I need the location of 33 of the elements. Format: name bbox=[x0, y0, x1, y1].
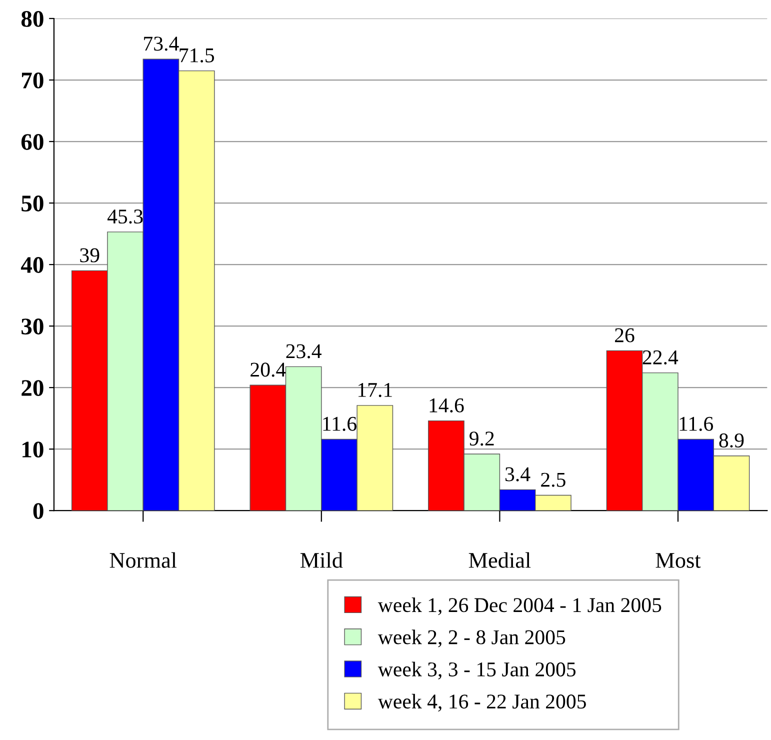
y-tick-label: 70 bbox=[22, 72, 44, 88]
data-label: 20.4 bbox=[250, 362, 286, 377]
legend-label: week 1, 26 Dec 2004 - 1 Jan 2005 bbox=[378, 597, 662, 616]
data-label: 17.1 bbox=[358, 383, 392, 398]
data-label: 23.4 bbox=[286, 344, 322, 358]
data-label: 8.9 bbox=[719, 433, 744, 448]
data-label: 11.6 bbox=[680, 416, 714, 431]
legend-label: week 4, 16 - 22 Jan 2005 bbox=[378, 694, 586, 712]
data-label: 11.6 bbox=[323, 416, 356, 431]
x-tick-label: Most bbox=[656, 553, 701, 568]
y-tick-label: 30 bbox=[22, 318, 44, 334]
y-tick-label: 60 bbox=[21, 134, 44, 150]
data-label: 45.3 bbox=[107, 210, 143, 224]
y-tick-label: 40 bbox=[20, 257, 44, 273]
data-label: 22.4 bbox=[642, 350, 678, 365]
data-label: 3.4 bbox=[506, 467, 530, 482]
y-tick-label: 20 bbox=[22, 380, 44, 396]
data-label: 73.4 bbox=[144, 36, 179, 51]
data-label: 26 bbox=[615, 328, 634, 342]
data-label: 71.5 bbox=[180, 48, 214, 62]
x-tick-label: Normal bbox=[110, 552, 177, 568]
y-tick-label: 80 bbox=[21, 10, 44, 27]
y-tick-label: 0 bbox=[33, 503, 44, 520]
data-label: 9.2 bbox=[470, 432, 494, 446]
y-tick-label: 10 bbox=[22, 442, 44, 458]
data-label: 2.5 bbox=[541, 472, 566, 487]
x-tick-label: Medial bbox=[468, 552, 531, 568]
data-label: 39 bbox=[80, 248, 100, 262]
legend-label: week 3, 3 - 15 Jan 2005 bbox=[378, 662, 576, 680]
legend-label: week 2, 2 - 8 Jan 2005 bbox=[378, 630, 566, 648]
x-tick-label: Mild bbox=[300, 552, 343, 568]
data-label: 14.6 bbox=[430, 398, 464, 412]
y-tick-label: 50 bbox=[22, 196, 44, 212]
